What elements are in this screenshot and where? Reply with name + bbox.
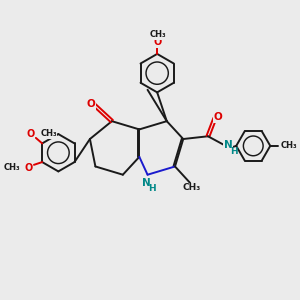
Text: N: N [142,178,151,188]
Text: H: H [230,147,237,156]
Text: O: O [214,112,223,122]
Text: CH₃: CH₃ [4,163,20,172]
Text: O: O [24,163,33,172]
Text: N: N [224,140,232,150]
Text: O: O [26,129,34,139]
Text: CH₃: CH₃ [182,183,201,192]
Text: CH₃: CH₃ [40,129,57,138]
Text: O: O [87,99,96,109]
Text: O: O [153,37,161,47]
Text: CH₃: CH₃ [281,141,297,150]
Text: H: H [148,184,155,193]
Text: CH₃: CH₃ [149,30,166,39]
